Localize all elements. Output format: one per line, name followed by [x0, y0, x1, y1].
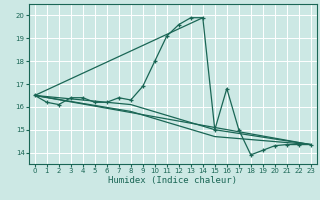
X-axis label: Humidex (Indice chaleur): Humidex (Indice chaleur) — [108, 176, 237, 185]
